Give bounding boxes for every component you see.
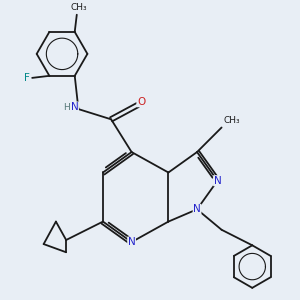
Text: CH₃: CH₃ [70, 3, 87, 12]
Text: H: H [63, 103, 69, 112]
Text: O: O [137, 97, 145, 107]
Text: N: N [214, 176, 221, 186]
Text: N: N [128, 237, 136, 247]
Text: N: N [193, 204, 201, 214]
Text: N: N [71, 102, 78, 112]
Text: CH₃: CH₃ [224, 116, 240, 124]
Text: F: F [24, 73, 30, 83]
